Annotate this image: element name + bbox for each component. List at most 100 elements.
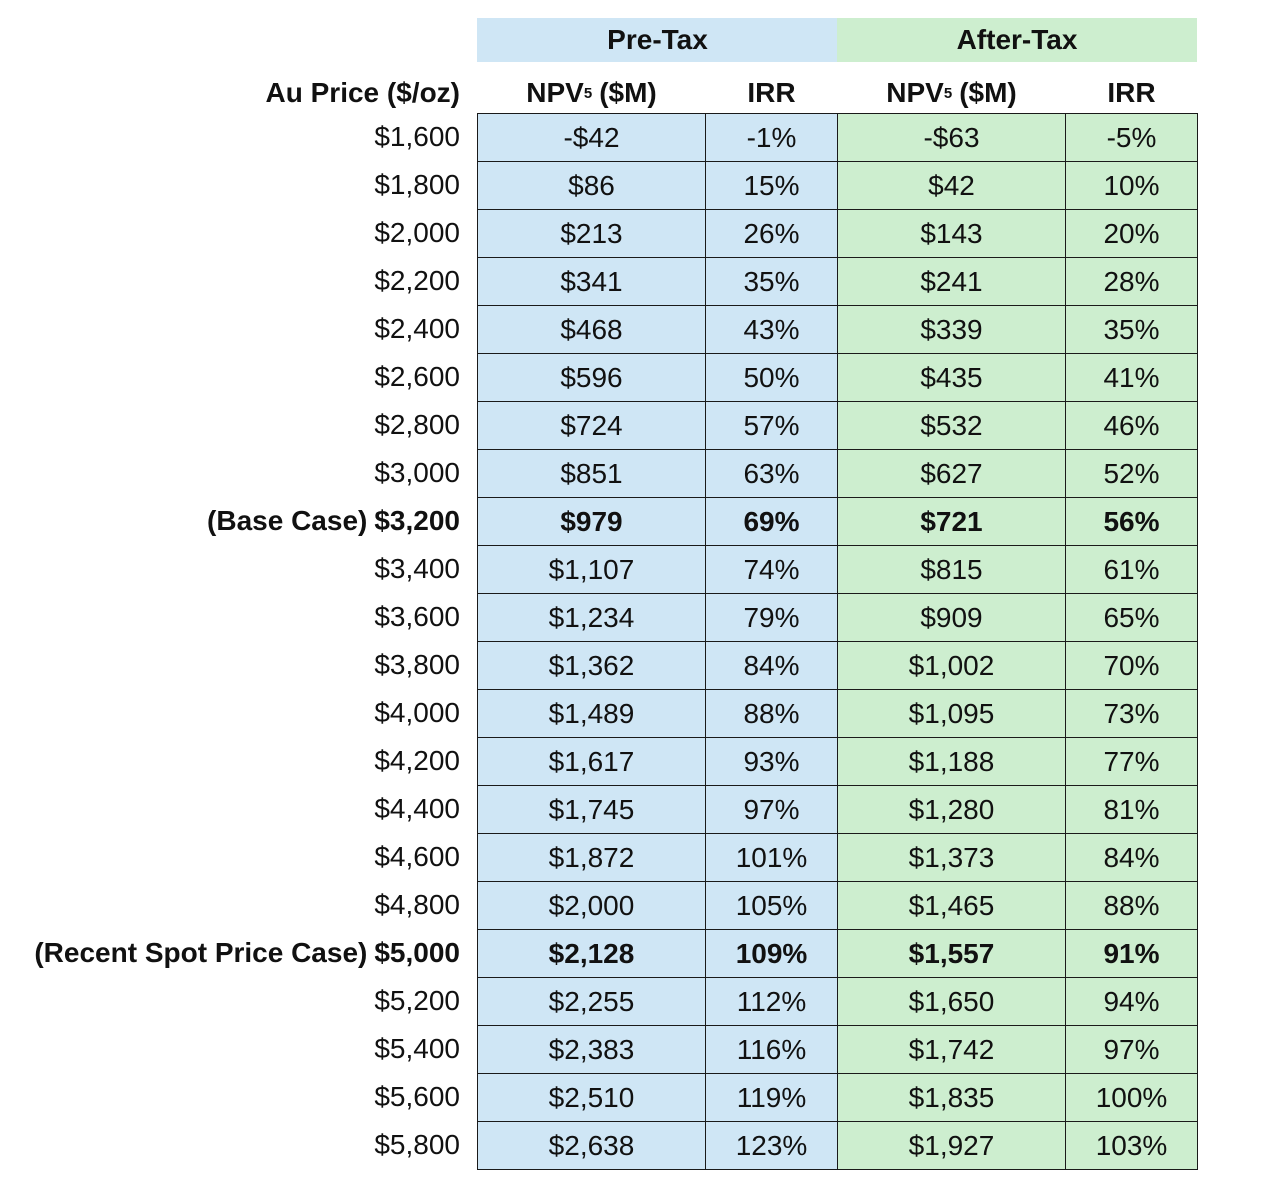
- header-main: NPV: [886, 77, 944, 108]
- table-cell: $909: [837, 593, 1066, 642]
- table-cell: $1,465: [837, 881, 1066, 930]
- header-subscript: 5: [583, 84, 593, 102]
- table-cell: 93%: [705, 737, 838, 786]
- column-header: IRR: [747, 77, 796, 108]
- table-cell: 74%: [705, 545, 838, 594]
- price: $3,400: [374, 553, 460, 584]
- price-label: $1,800: [0, 161, 460, 209]
- table-cell: $1,650: [837, 977, 1066, 1026]
- price-label: $5,200: [0, 977, 460, 1025]
- column-header: IRR: [1107, 77, 1156, 108]
- table-cell: $979: [477, 497, 706, 546]
- table-cell: $1,280: [837, 785, 1066, 834]
- column-header: Au Price ($/oz): [265, 77, 460, 108]
- table-cell: 41%: [1065, 353, 1198, 402]
- price-label: $3,800: [0, 641, 460, 689]
- price: $3,800: [374, 649, 460, 680]
- table-cell: -$42: [477, 113, 706, 162]
- table-cell: -$63: [837, 113, 1066, 162]
- table-cell: 61%: [1065, 545, 1198, 594]
- table-cell: 116%: [705, 1025, 838, 1074]
- table-cell: 81%: [1065, 785, 1198, 834]
- table-cell: 119%: [705, 1073, 838, 1122]
- table-cell: 123%: [705, 1121, 838, 1170]
- price-label: (Base Case) $3,200: [0, 497, 460, 545]
- table-cell: $2,383: [477, 1025, 706, 1074]
- price: $4,200: [374, 745, 460, 776]
- price-label: $5,400: [0, 1025, 460, 1073]
- header-subscript: 5: [943, 84, 953, 102]
- group-header: Pre-Tax: [477, 18, 838, 62]
- table-cell: 100%: [1065, 1073, 1198, 1122]
- price-label: $4,600: [0, 833, 460, 881]
- table-cell: $1,107: [477, 545, 706, 594]
- case-note: (Base Case): [207, 505, 368, 536]
- price: $5,400: [374, 1033, 460, 1064]
- price-label: $2,800: [0, 401, 460, 449]
- price: $1,800: [374, 169, 460, 200]
- table-cell: $2,510: [477, 1073, 706, 1122]
- table-cell: 46%: [1065, 401, 1198, 450]
- header-unit: ($M): [599, 77, 657, 108]
- table-cell: $724: [477, 401, 706, 450]
- table-cell: 10%: [1065, 161, 1198, 210]
- table-cell: 65%: [1065, 593, 1198, 642]
- price: $3,600: [374, 601, 460, 632]
- price-label: $4,000: [0, 689, 460, 737]
- column-header: NPV 5 ($M): [837, 70, 1066, 116]
- price-label: $5,800: [0, 1121, 460, 1169]
- table-cell: $241: [837, 257, 1066, 306]
- table-cell: $1,234: [477, 593, 706, 642]
- table-cell: 97%: [1065, 1025, 1198, 1074]
- table-cell: $596: [477, 353, 706, 402]
- table-cell: $2,128: [477, 929, 706, 978]
- table-cell: 84%: [1065, 833, 1198, 882]
- price: $4,600: [374, 841, 460, 872]
- table-cell: $143: [837, 209, 1066, 258]
- table-cell: $2,255: [477, 977, 706, 1026]
- table-cell: $213: [477, 209, 706, 258]
- price: $2,000: [374, 217, 460, 248]
- table-cell: -5%: [1065, 113, 1198, 162]
- table-cell: $1,835: [837, 1073, 1066, 1122]
- table-cell: $1,489: [477, 689, 706, 738]
- table-cell: 57%: [705, 401, 838, 450]
- table-cell: 73%: [1065, 689, 1198, 738]
- table-cell: $2,638: [477, 1121, 706, 1170]
- table-cell: 52%: [1065, 449, 1198, 498]
- price-label: (Recent Spot Price Case) $5,000: [0, 929, 460, 977]
- table-cell: $627: [837, 449, 1066, 498]
- table-cell: 26%: [705, 209, 838, 258]
- price-label: $5,600: [0, 1073, 460, 1121]
- table-cell: $1,927: [837, 1121, 1066, 1170]
- table-cell: 63%: [705, 449, 838, 498]
- table-cell: $1,617: [477, 737, 706, 786]
- price: $3,000: [374, 457, 460, 488]
- table-cell: $1,742: [837, 1025, 1066, 1074]
- table-cell: $86: [477, 161, 706, 210]
- price-label: $2,400: [0, 305, 460, 353]
- table-cell: $1,095: [837, 689, 1066, 738]
- table-cell: 20%: [1065, 209, 1198, 258]
- price: $2,800: [374, 409, 460, 440]
- table-cell: $1,557: [837, 929, 1066, 978]
- table-cell: $2,000: [477, 881, 706, 930]
- price: $5,200: [374, 985, 460, 1016]
- price-label: $4,200: [0, 737, 460, 785]
- table-cell: 112%: [705, 977, 838, 1026]
- table-cell: 35%: [705, 257, 838, 306]
- table-cell: $532: [837, 401, 1066, 450]
- price-label: $2,200: [0, 257, 460, 305]
- table-cell: $435: [837, 353, 1066, 402]
- price: $1,600: [374, 121, 460, 152]
- price: $5,600: [374, 1081, 460, 1112]
- table-cell: 88%: [705, 689, 838, 738]
- table-cell: 79%: [705, 593, 838, 642]
- table-cell: 94%: [1065, 977, 1198, 1026]
- table-cell: $1,745: [477, 785, 706, 834]
- price: $4,800: [374, 889, 460, 920]
- price-label: $3,600: [0, 593, 460, 641]
- price-label: $4,400: [0, 785, 460, 833]
- price-label: $1,600: [0, 113, 460, 161]
- table-cell: $1,373: [837, 833, 1066, 882]
